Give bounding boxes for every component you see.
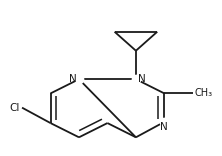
Text: Cl: Cl <box>10 103 20 113</box>
Text: N: N <box>69 74 77 84</box>
Text: N: N <box>161 122 168 132</box>
Text: N: N <box>138 74 146 84</box>
Text: CH₃: CH₃ <box>195 88 213 98</box>
